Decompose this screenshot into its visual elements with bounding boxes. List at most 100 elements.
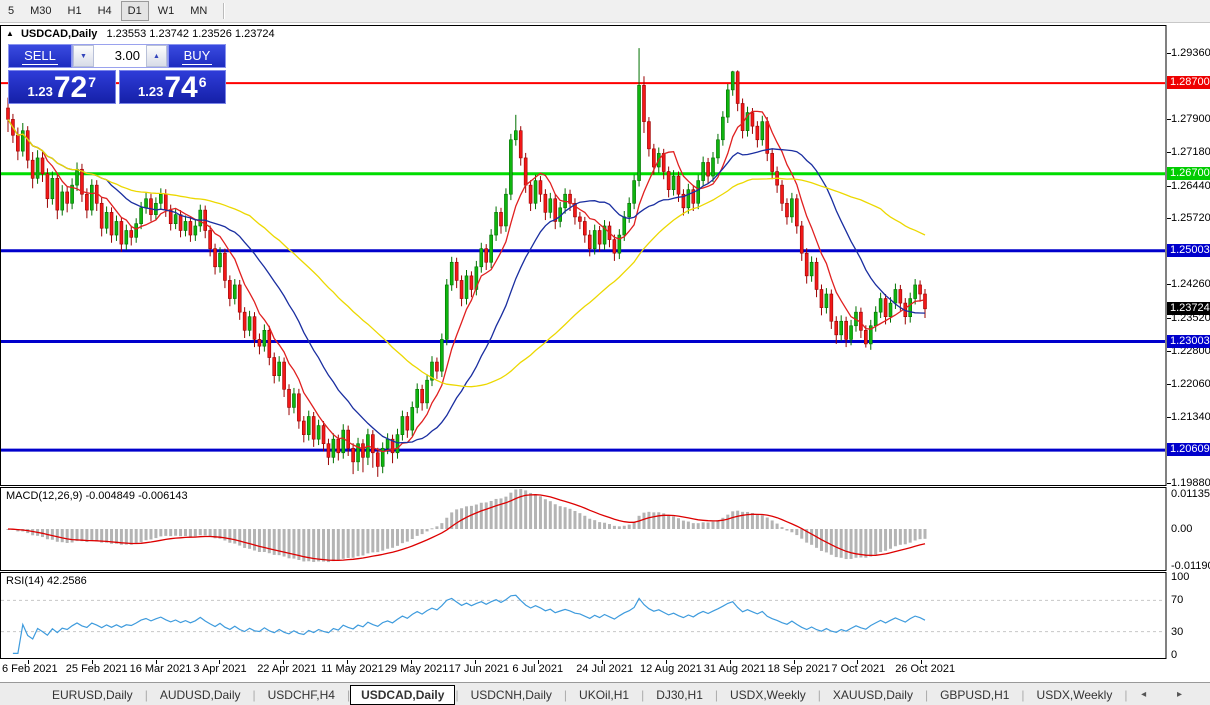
date-label: 16 Mar 2021 [129,663,192,675]
axis-tick-mark [1167,284,1171,286]
date-label: 31 Aug 2021 [703,663,766,675]
rsi-panel[interactable] [0,572,1167,659]
axis-tick-mark [1167,416,1171,418]
date-label: 3 Apr 2021 [193,663,247,675]
one-click-trading-widget: SELL ▼ 3.00 ▲ BUY 1.23 72 7 1.23 74 6 [8,44,226,104]
axis-tick-mark [1167,218,1171,220]
tab-separator: | [563,687,568,702]
price-tick-label: 1.26440 [1171,179,1210,192]
price-tick-label: 1.25720 [1171,212,1210,225]
price-tick-label: 1.27180 [1171,146,1210,159]
rsi-axis-label: 30 [1171,625,1184,638]
timeframe-button-d1[interactable]: D1 [120,1,149,21]
date-label: 17 Jun 2021 [448,663,510,675]
chart-tab-gbpusd-h1[interactable]: GBPUSD,H1 [940,687,1010,702]
volume-up-button[interactable]: ▲ [146,45,167,67]
tab-separator: | [1021,687,1025,702]
date-label: 12 Aug 2021 [640,663,702,675]
date-tick-mark [155,660,157,664]
tab-separator: | [144,687,148,702]
date-tick-mark [857,660,859,664]
tab-separator: | [641,687,645,702]
timeframe-button-h1[interactable]: H1 [67,5,82,17]
chart-tab-usdcnh-daily[interactable]: USDCNH,Daily [470,687,552,702]
price-tick-label: 1.27900 [1171,113,1210,126]
date-label: 26 Oct 2021 [895,663,956,675]
chart-tab-usdcad-daily[interactable]: USDCAD,Daily [350,684,456,705]
date-tick-mark [28,660,29,664]
timeframe-toolbar: 5 M30 H1 H4 D1 W1 MN [0,0,1210,23]
chart-tab-usdx-weekly[interactable]: USDX,Weekly [730,687,806,702]
axis-tick-mark [1167,483,1171,485]
timeframe-button-h4[interactable]: H4 [97,5,112,17]
tab-scroll-arrows[interactable]: ◂ ▸ [1141,689,1196,700]
timeframe-button-mn[interactable]: MN [190,5,208,17]
volume-down-button[interactable]: ▼ [73,45,94,67]
price-badge-1.20609: 1.20609 [1167,443,1210,457]
timeframe-button-5[interactable]: 5 [8,5,15,17]
date-label: 29 May 2021 [384,663,449,675]
buy-button[interactable]: BUY [168,44,226,68]
volume-value[interactable]: 3.00 [94,45,146,67]
collapse-triangle-icon[interactable]: ▲ [6,29,14,38]
order-price-row: 1.23 72 7 1.23 74 6 [8,70,226,104]
chart-tab-usdchf-h4[interactable]: USDCHF,H4 [267,687,335,702]
price-badge-1.26700: 1.26700 [1167,166,1210,180]
date-tick-mark [219,660,221,664]
date-tick-mark [283,660,285,664]
rsi-label: RSI(14) 42.2586 [6,575,87,587]
chart-tab-audusd-daily[interactable]: AUDUSD,Daily [159,687,241,702]
date-tick-mark [91,660,93,664]
timeframe-button-m30[interactable]: M30 [30,5,52,17]
chart-tab-bar: EURUSD,Daily | AUDUSD,Daily | USDCHF,H4 | USDC… [0,682,1210,705]
date-axis: 6 Feb 2021 25 Feb 2021 16 Mar 2021 3 Apr 20… [0,660,1167,680]
date-tick-mark [474,660,476,664]
tab-separator: | [714,687,718,702]
price-tick-label: 1.23520 [1171,312,1210,325]
date-tick-mark [410,660,412,664]
price-tick-label: 1.24260 [1171,278,1210,291]
price-badge-1.23724: 1.23724 [1167,301,1210,315]
order-top-row: SELL ▼ 3.00 ▲ BUY [8,44,226,68]
price-tick-label: 1.29360 [1171,47,1210,60]
chart-tab-xauusd-daily[interactable]: XAUUSD,Daily [832,687,913,702]
date-label: 24 Jul 2021 [576,663,634,675]
rsi-axis-label: 100 [1171,571,1190,583]
ask-price-button[interactable]: 1.23 74 6 [118,70,226,104]
timeframe-button-w1[interactable]: W1 [157,5,175,17]
date-label: 11 May 2021 [321,663,384,675]
date-tick-mark [602,660,604,664]
macd-axis-label: 0.00 [1171,523,1193,535]
axis-tick-mark [1167,119,1171,121]
macd-axis-label: 0.01135 [1171,487,1210,500]
date-tick-mark [347,660,348,664]
date-tick-mark [538,660,540,664]
date-label: 6 Feb 2021 [2,663,58,675]
chart-tab-usdx-weekly[interactable]: USDX,Weekly [1036,687,1113,702]
date-tick-mark [666,660,667,664]
axis-tick-mark [1167,185,1171,187]
date-tick-mark [729,660,731,664]
chart-tab-dj30-h1[interactable]: DJ30,H1 [656,687,703,702]
macd-label: MACD(12,26,9) -0.004849 -0.006143 [6,490,188,502]
tab-separator: | [924,687,929,702]
date-label: 22 Apr 2021 [257,663,317,675]
price-chart[interactable] [0,25,1167,486]
sell-button[interactable]: SELL [8,44,72,68]
axis-tick-mark [1167,318,1171,320]
bid-price-button[interactable]: 1.23 72 7 [8,70,116,104]
price-tick-label: 1.22060 [1171,378,1210,391]
axis-tick-mark [1167,53,1171,55]
price-axis: 1.29360 1.27900 1.27180 1.26440 1.25720 1.242… [1167,25,1210,661]
macd-panel[interactable] [0,487,1167,571]
date-tick-mark [793,660,795,664]
price-tick-label: 1.22800 [1171,344,1210,357]
axis-tick-mark [1167,350,1171,352]
rsi-axis-label: 70 [1171,594,1184,607]
price-badge-1.25003: 1.25003 [1167,243,1210,257]
date-label: 25 Feb 2021 [65,663,128,675]
chart-tab-eurusd-daily[interactable]: EURUSD,Daily [52,687,133,702]
chart-tab-ukoil-h1[interactable]: UKOil,H1 [579,687,630,702]
rsi-axis-label: 0 [1171,649,1178,661]
tab-separator: | [817,687,821,702]
